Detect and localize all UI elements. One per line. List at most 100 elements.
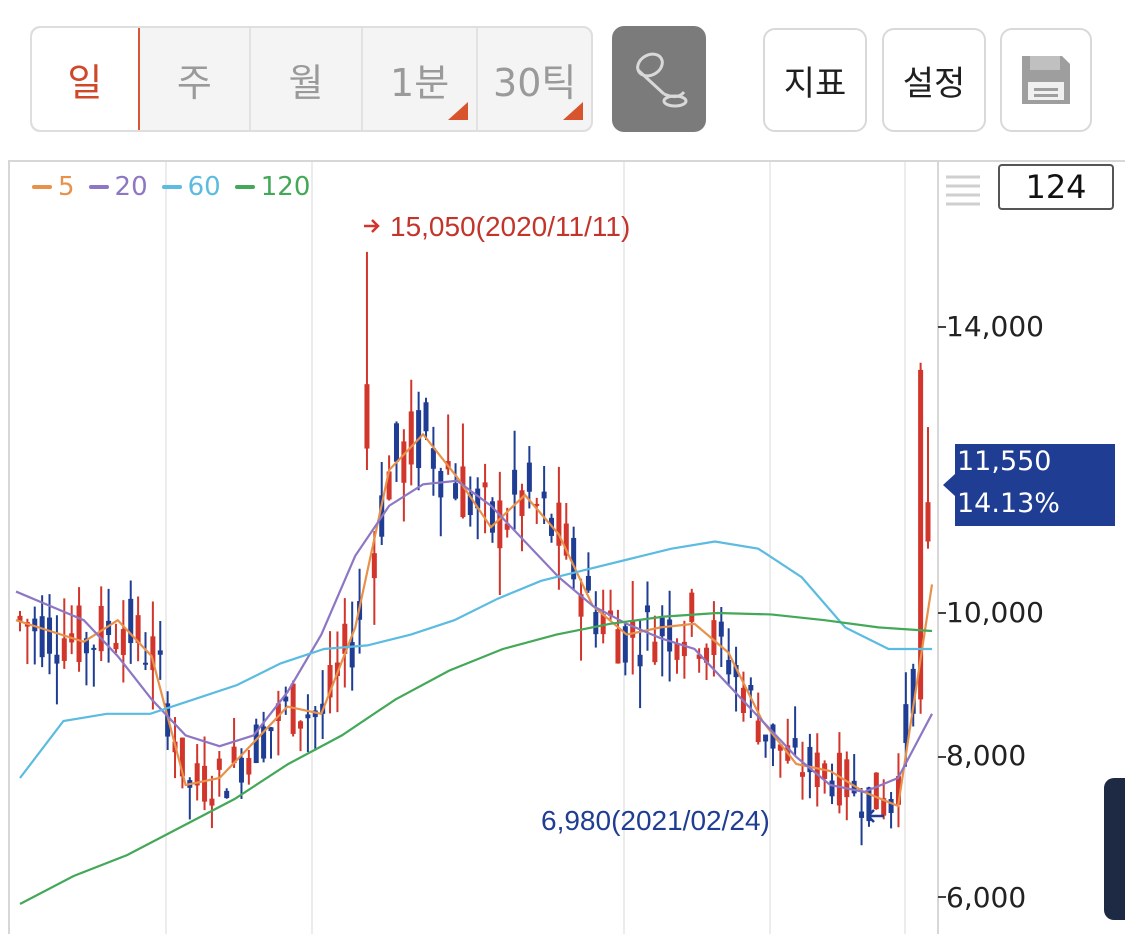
- legend-item[interactable]: 120: [234, 172, 311, 202]
- candle-body: [733, 665, 739, 678]
- candle-body: [76, 605, 82, 663]
- candle-body: [571, 537, 577, 580]
- price-chart[interactable]: [8, 160, 1125, 934]
- chart-type-button[interactable]: [612, 26, 706, 132]
- candle-body: [925, 502, 931, 542]
- period-tab-month[interactable]: 월: [251, 28, 363, 130]
- candle-body: [829, 780, 835, 797]
- candle: [652, 615, 658, 665]
- candle-body: [460, 466, 466, 518]
- candle-body: [910, 668, 916, 714]
- candle: [246, 749, 252, 785]
- candle-body: [681, 641, 687, 657]
- side-panel-handle[interactable]: [1104, 778, 1125, 920]
- candle-body: [644, 605, 650, 613]
- candle: [24, 618, 30, 665]
- candle-body: [637, 654, 643, 667]
- candle: [179, 737, 185, 789]
- candle: [47, 594, 53, 675]
- candle-body: [179, 737, 185, 777]
- y-tick-label: 10,000: [946, 596, 1044, 629]
- period-selector: 일 주 월 1분 30틱: [30, 26, 593, 132]
- period-tab-day[interactable]: 일: [32, 28, 140, 130]
- candle: [135, 596, 141, 662]
- candle-body: [903, 704, 909, 744]
- candle: [327, 631, 333, 714]
- right-arrow-icon: [364, 219, 380, 233]
- candle: [763, 734, 769, 758]
- list-menu-icon[interactable]: [944, 172, 982, 210]
- candle-body: [120, 629, 126, 655]
- candle-body: [371, 553, 377, 579]
- candle-body: [106, 620, 112, 636]
- candle: [637, 619, 643, 709]
- candle: [859, 788, 865, 846]
- candle-body: [253, 724, 259, 764]
- candle-body: [298, 721, 304, 729]
- candle-body: [401, 441, 407, 483]
- current-price-value: 11,550: [957, 446, 1052, 477]
- candle-body: [718, 621, 724, 637]
- candle-body: [224, 790, 230, 799]
- candle-body: [32, 618, 38, 632]
- candle-body: [61, 638, 67, 661]
- legend-item[interactable]: 60: [161, 172, 221, 202]
- candle-body: [54, 654, 60, 664]
- candle-body: [763, 734, 769, 742]
- candle-body: [674, 643, 680, 660]
- legend-label: 120: [260, 172, 311, 202]
- moving-average-legend: 5 20 60 120: [32, 172, 310, 202]
- candle: [39, 595, 45, 668]
- candle-body: [305, 714, 311, 719]
- legend-swatch: [32, 185, 52, 189]
- candle-body: [135, 615, 141, 643]
- candle-body: [275, 703, 281, 722]
- candle-body: [47, 617, 53, 654]
- y-tick-label: 6,000: [946, 881, 1027, 914]
- indicator-button[interactable]: 지표: [763, 28, 867, 132]
- candle: [512, 430, 518, 530]
- save-button[interactable]: [1000, 28, 1092, 132]
- settings-button[interactable]: 설정: [882, 28, 986, 132]
- candle: [578, 578, 584, 661]
- candle: [489, 497, 495, 543]
- visible-count-value: 124: [1025, 168, 1087, 206]
- candle: [895, 753, 901, 828]
- candle: [408, 379, 414, 486]
- period-tab-tick[interactable]: 30틱: [478, 28, 591, 130]
- candle-body: [504, 523, 510, 530]
- candle-body: [334, 662, 340, 677]
- candle: [630, 580, 636, 675]
- candle: [689, 588, 695, 637]
- candle: [202, 736, 208, 811]
- candle: [733, 646, 739, 712]
- period-tab-week[interactable]: 주: [140, 28, 252, 130]
- candle: [467, 476, 473, 527]
- low-annotation-label: 6,980(2021/02/24): [541, 805, 770, 836]
- candle: [32, 606, 38, 665]
- legend-item[interactable]: 20: [88, 172, 148, 202]
- legend-item[interactable]: 5: [32, 172, 75, 202]
- legend-swatch: [234, 185, 255, 189]
- candle: [482, 463, 488, 534]
- candle-body: [918, 369, 924, 700]
- candle: [305, 694, 311, 753]
- candle: [364, 251, 370, 470]
- visible-count-box[interactable]: 124: [998, 164, 1114, 210]
- period-tab-minute[interactable]: 1분: [363, 28, 479, 130]
- candle: [814, 733, 820, 807]
- candle-body: [128, 598, 134, 644]
- candle-body: [881, 798, 887, 816]
- candle: [371, 531, 377, 625]
- candle-body: [526, 462, 532, 492]
- candle: [231, 717, 237, 768]
- current-price-tag: 11,550 14.13%: [943, 444, 1115, 526]
- candle-body: [231, 746, 237, 764]
- candle: [283, 686, 289, 715]
- legend-label: 60: [187, 172, 221, 202]
- candle: [800, 741, 806, 800]
- candle: [925, 427, 931, 549]
- candle-body: [777, 744, 783, 751]
- candle-body: [873, 772, 879, 810]
- indicator-button-label: 지표: [783, 63, 847, 104]
